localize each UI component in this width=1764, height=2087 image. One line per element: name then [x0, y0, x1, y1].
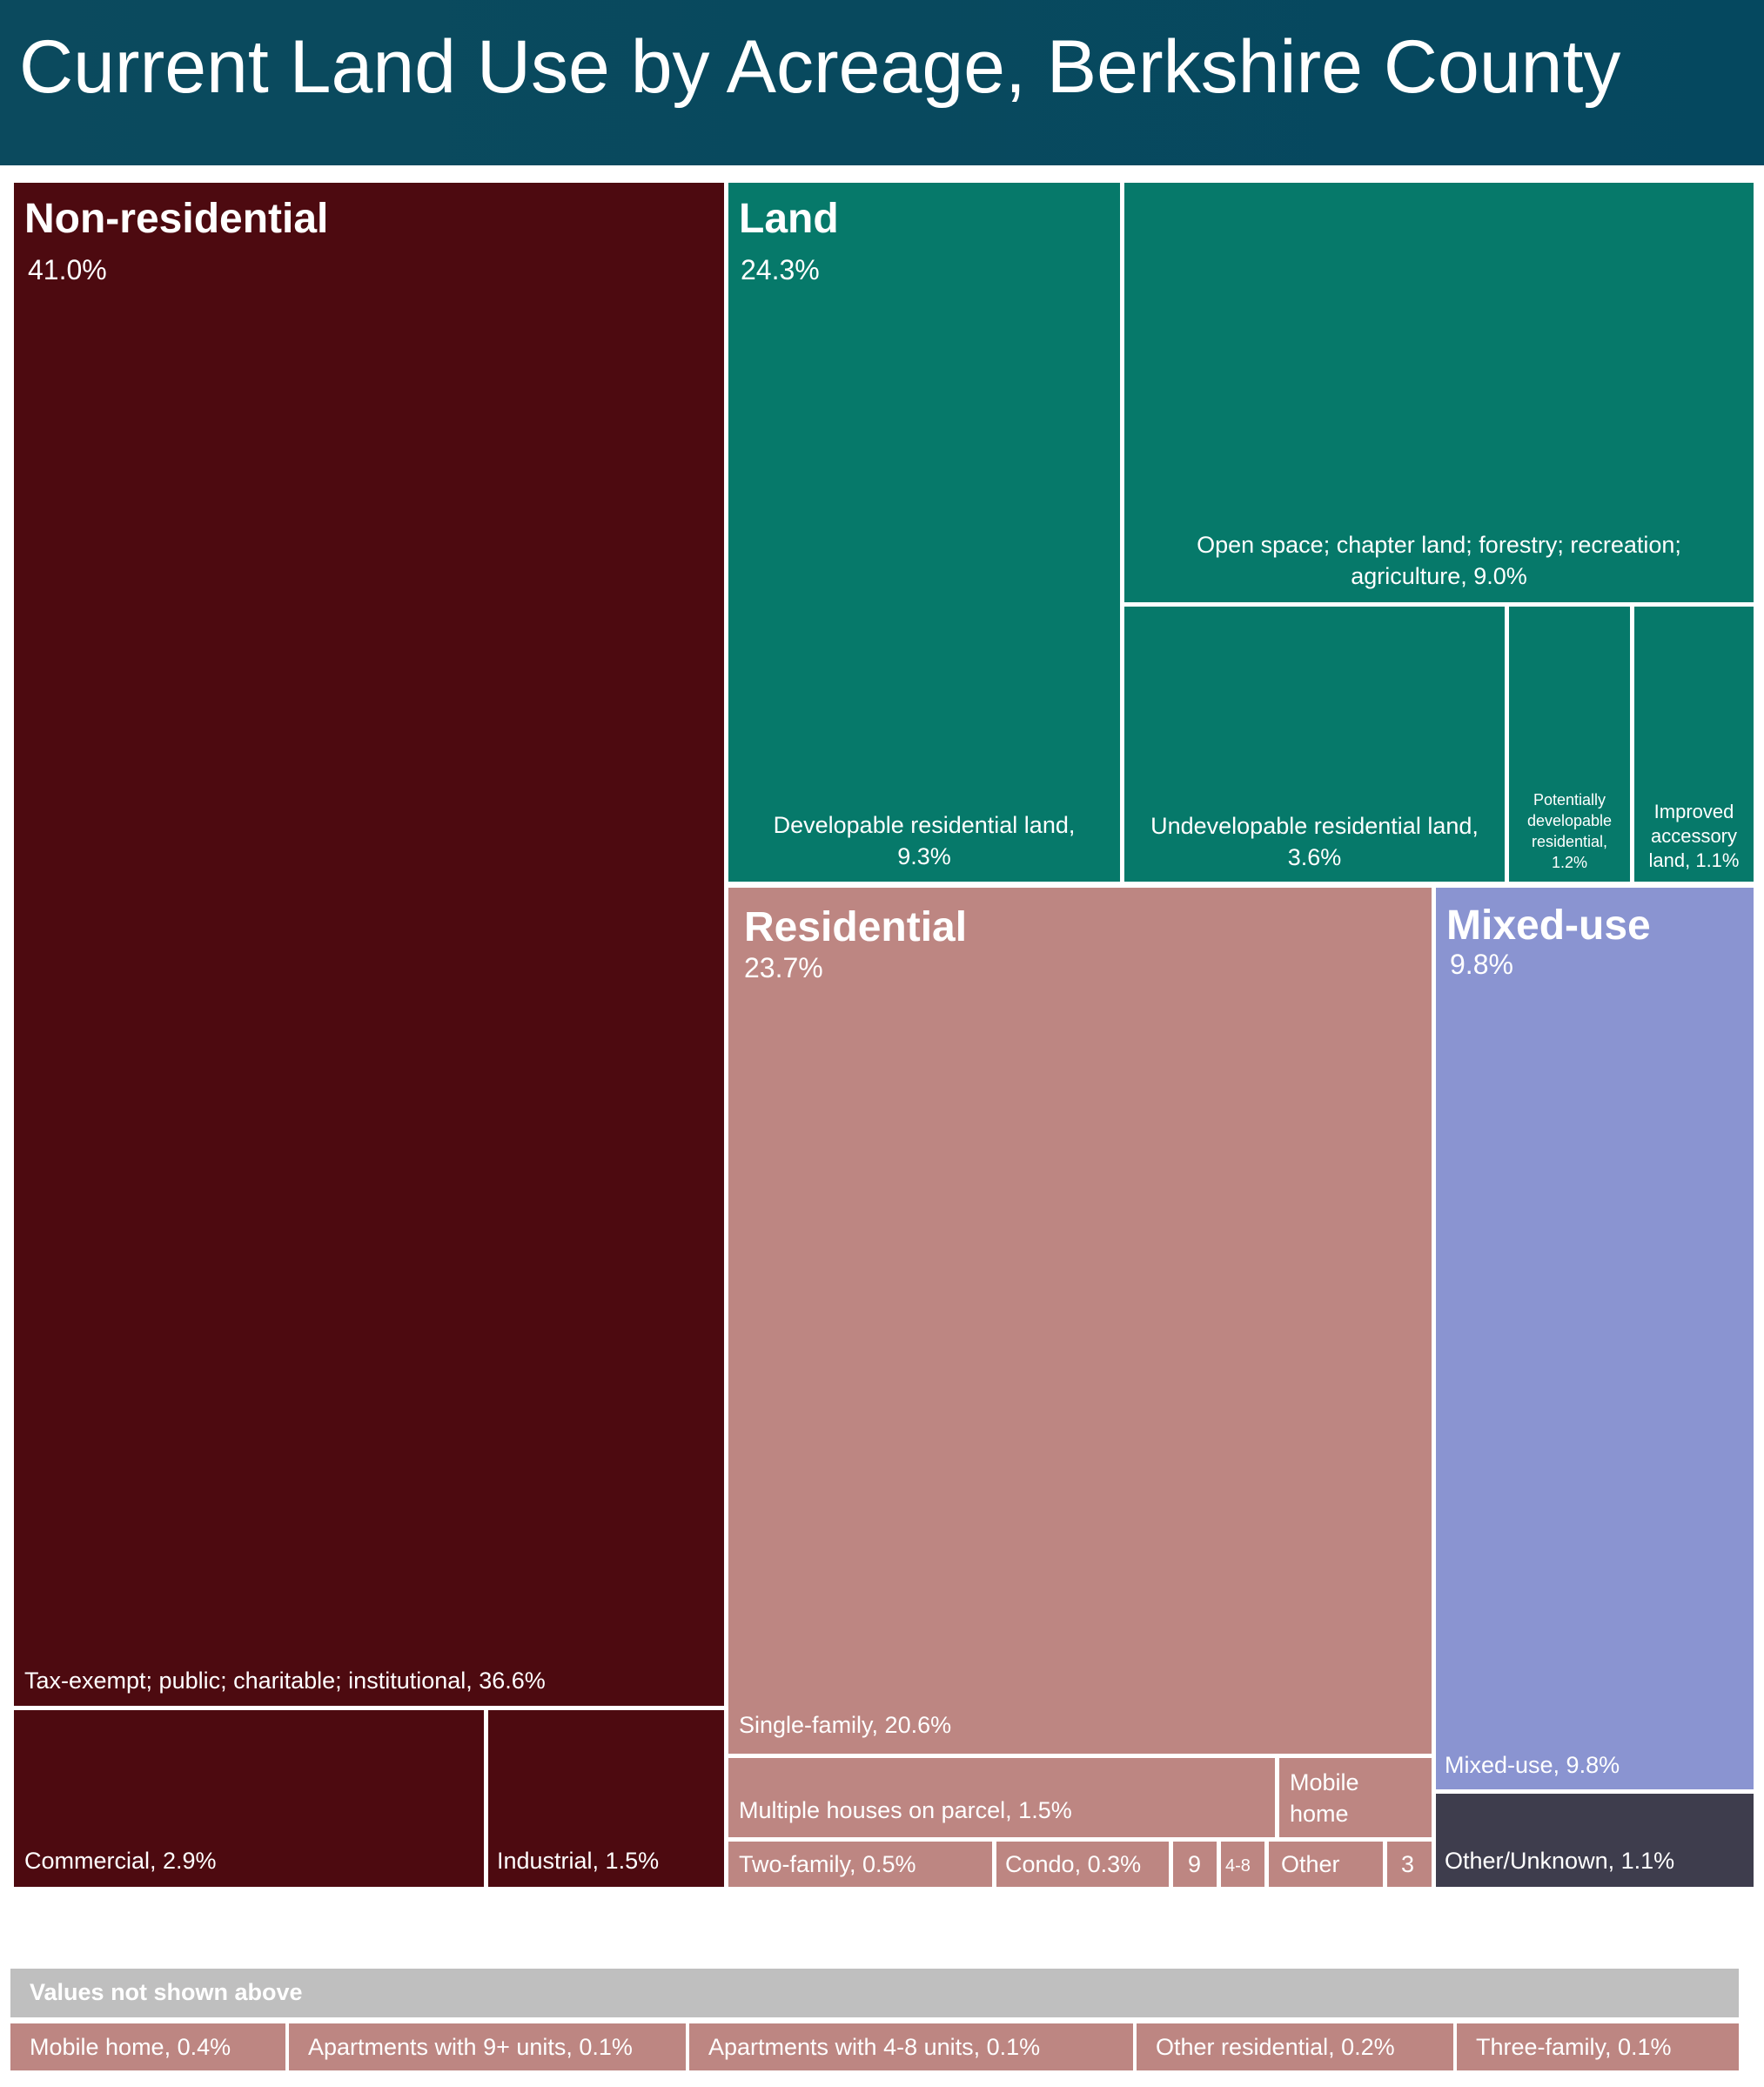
- footer-item-label: Apartments with 9+ units, 0.1%: [308, 2034, 633, 2060]
- tile-label-industrial: Industrial, 1.5%: [497, 1848, 660, 1874]
- tile-label-tax-exempt: Tax-exempt; public; charitable; institut…: [24, 1668, 546, 1694]
- footer-item-label: Other residential, 0.2%: [1156, 2034, 1395, 2060]
- tile-label-single-family: Single-family, 20.6%: [739, 1712, 952, 1738]
- tile-commercial: Commercial, 2.9%: [14, 1710, 484, 1887]
- tile-label-potentially-developable-residential: Potentially developable residential, 1.2%: [1526, 791, 1613, 871]
- tile-label-open-space: Open space; chapter land; forestry; recr…: [1197, 532, 1681, 589]
- tile-label-other-unknown: Other/Unknown, 1.1%: [1445, 1848, 1675, 1874]
- tile-open-space: Open space; chapter land; forestry; recr…: [1124, 183, 1754, 602]
- footer-item-apartments-4-8: Apartments with 4-8 units, 0.1%: [689, 2023, 1133, 2070]
- tile-undevelopable-residential-land: Undevelopable residential land, 3.6%: [1124, 607, 1505, 882]
- footer-item-mobile-home: Mobile home, 0.4%: [10, 2023, 285, 2070]
- footer-item-apartments-9plus: Apartments with 9+ units, 0.1%: [289, 2023, 686, 2070]
- tile-label-three-family: 3: [1401, 1851, 1415, 1877]
- tile-label-condo: Condo, 0.3%: [1005, 1851, 1142, 1877]
- tile-label-mobile-home: Mobile home: [1290, 1769, 1359, 1827]
- footer-item-label: Mobile home, 0.4%: [30, 2034, 231, 2060]
- tile-label-apartments-9: 9: [1188, 1851, 1202, 1877]
- group-pct-land: 24.3%: [741, 254, 820, 285]
- tile-multiple-houses-on-parcel: Multiple houses on parcel, 1.5%: [728, 1758, 1275, 1837]
- footer-heading: Values not shown above: [30, 1979, 303, 2005]
- tile-industrial: Industrial, 1.5%: [488, 1710, 724, 1887]
- footer-heading-bar: Values not shown above: [10, 1969, 1739, 2017]
- tile-condo: Condo, 0.3%: [996, 1842, 1169, 1887]
- group-pct-residential: 23.7%: [744, 952, 823, 983]
- chart-title: Current Land Use by Acreage, Berkshire C…: [19, 25, 1621, 109]
- tile-two-family: Two-family, 0.5%: [728, 1842, 992, 1887]
- group-pct-non-residential: 41.0%: [28, 254, 107, 285]
- group-title-land: Land: [739, 196, 839, 242]
- group-pct-mixed-use: 9.8%: [1450, 949, 1513, 980]
- tile-label-multiple-houses-on-parcel: Multiple houses on parcel, 1.5%: [739, 1797, 1072, 1823]
- tile-label-developable-residential-land: Developable residential land, 9.3%: [773, 812, 1076, 869]
- footer-item-other-residential: Other residential, 0.2%: [1137, 2023, 1453, 2070]
- tile-tax-exempt: Non-residential 41.0% Tax-exempt; public; …: [14, 183, 724, 1706]
- group-title-non-residential: Non-residential: [24, 196, 329, 242]
- footer-item-three-family: Three-family, 0.1%: [1457, 2023, 1739, 2070]
- tile-label-other-residential: Other: [1281, 1851, 1340, 1877]
- tile-three-family: 3: [1387, 1842, 1432, 1887]
- group-title-mixed-use: Mixed-use: [1446, 903, 1651, 949]
- tile-label-undevelopable-residential-land: Undevelopable residential land, 3.6%: [1150, 813, 1479, 870]
- tile-improved-accessory-land: Improved accessory land, 1.1%: [1634, 607, 1754, 882]
- tile-developable-residential-land: Land 24.3% Developable residential land, 9.…: [728, 183, 1120, 882]
- tile-apartments-9: 9: [1173, 1842, 1217, 1887]
- tile-single-family: Residential 23.7% Single-family, 20.6%: [728, 888, 1432, 1754]
- tile-label-improved-accessory-land: Improved accessory land, 1.1%: [1648, 801, 1740, 871]
- tile-mobile-home: Mobile home: [1279, 1758, 1432, 1837]
- footer-item-label: Three-family, 0.1%: [1476, 2034, 1672, 2060]
- group-title-residential: Residential: [744, 904, 968, 950]
- footer-item-label: Apartments with 4-8 units, 0.1%: [708, 2034, 1041, 2060]
- tile-label-mixed-use: Mixed-use, 9.8%: [1445, 1752, 1620, 1778]
- tile-mixed-use: Mixed-use 9.8% Mixed-use, 9.8%: [1436, 888, 1754, 1789]
- tile-label-two-family: Two-family, 0.5%: [739, 1851, 916, 1877]
- tile-other-residential: Other: [1269, 1842, 1383, 1887]
- tile-potentially-developable-residential: Potentially developable residential, 1.2%: [1509, 607, 1630, 882]
- tile-label-apartments-4-8: 4-8: [1225, 1856, 1251, 1876]
- tile-label-commercial: Commercial, 2.9%: [24, 1848, 217, 1874]
- tile-other-unknown: Other/Unknown, 1.1%: [1436, 1794, 1754, 1887]
- tile-apartments-4-8: 4-8: [1221, 1842, 1264, 1887]
- header-bar: Current Land Use by Acreage, Berkshire C…: [0, 0, 1764, 165]
